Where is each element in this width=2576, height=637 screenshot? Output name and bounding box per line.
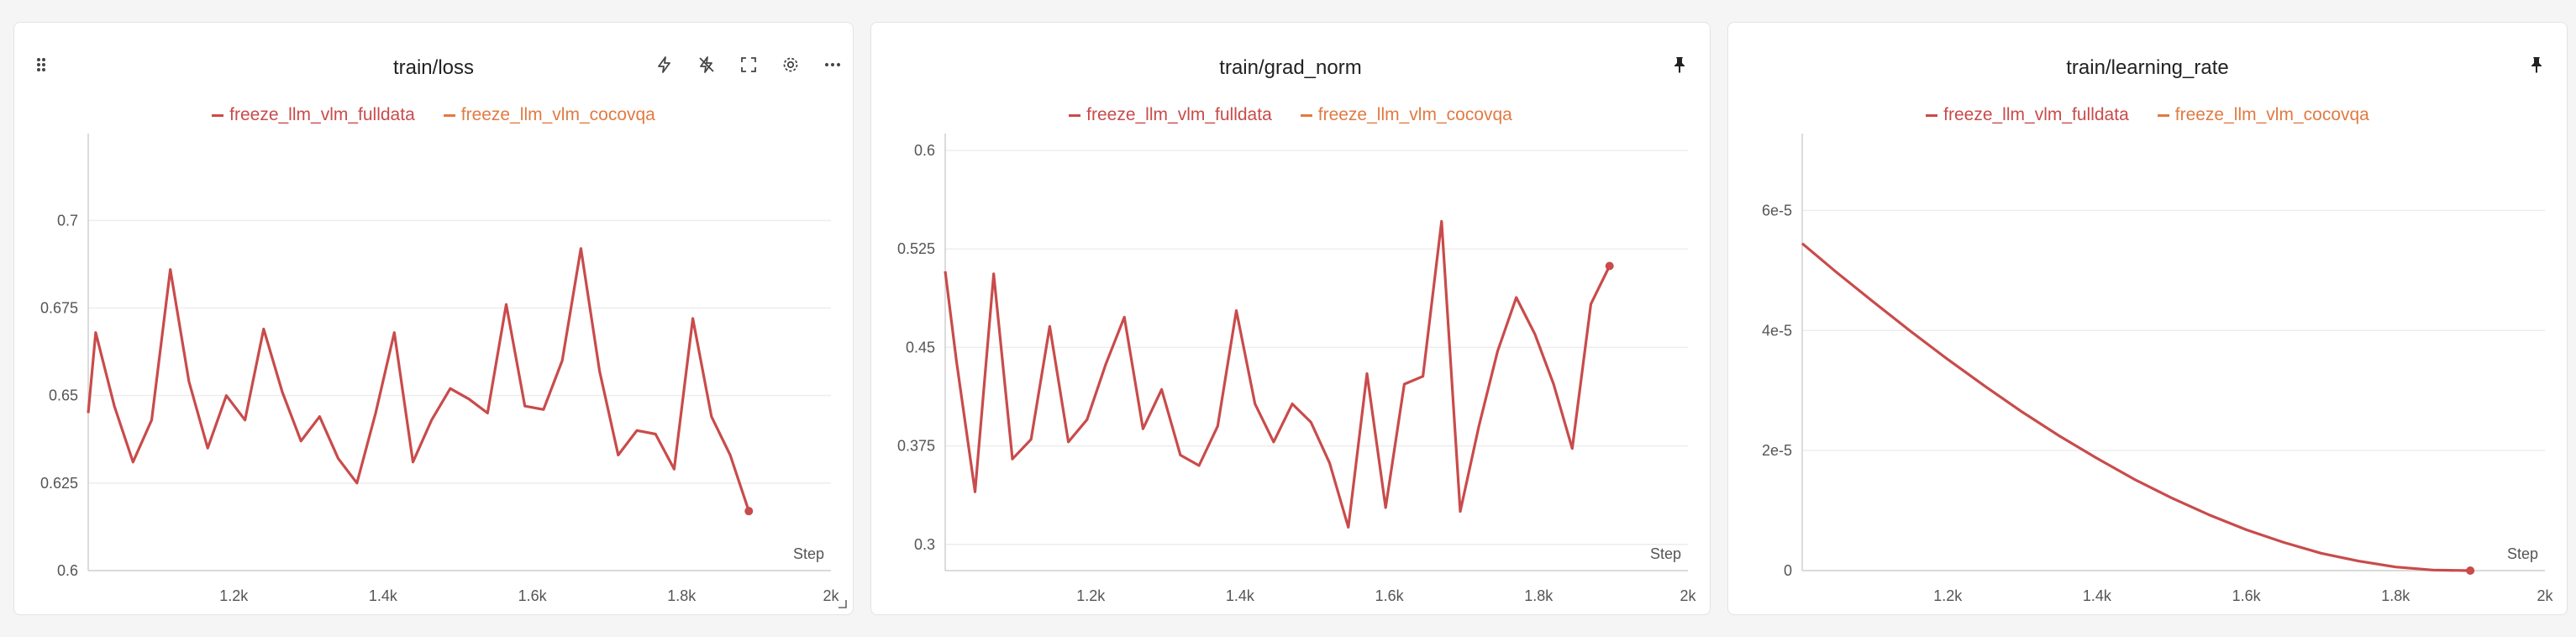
lightning-off-icon[interactable] [691, 50, 722, 80]
series-line-freeze_llm_vlm_fulldata[interactable] [87, 247, 750, 512]
y-tick-label: 0.3 [914, 536, 935, 553]
y-tick-label: 0.375 [897, 438, 935, 455]
x-tick-label: 1.2k [1076, 587, 1106, 604]
legend-label: freeze_llm_vlm_fulldata [1943, 105, 2129, 124]
x-tick-label: 1.2k [1933, 587, 1963, 604]
legend-item-fulldata[interactable]: freeze_llm_vlm_fulldata [212, 105, 415, 125]
legend-label: freeze_llm_vlm_cocovqa [1317, 105, 1512, 124]
legend-item-fulldata[interactable]: freeze_llm_vlm_fulldata [1069, 105, 1272, 125]
y-tick-label: 0.6 [57, 562, 78, 579]
chart-panel-train-learning-rate: train/learning_rate freeze_llm_vlm_fulld… [1727, 22, 2568, 615]
y-tick-label: 6e-5 [1762, 202, 1792, 218]
legend-label: freeze_llm_vlm_cocovqa [460, 105, 655, 124]
legend-item-fulldata[interactable]: freeze_llm_vlm_fulldata [1926, 105, 2129, 125]
x-tick-label: 1.2k [219, 587, 249, 604]
chart-legend: freeze_llm_vlm_fulldata freeze_llm_vlm_c… [1728, 105, 2567, 125]
x-tick-label: 1.4k [1226, 587, 1255, 604]
legend-swatch-fulldata [212, 113, 224, 117]
chart-title: train/learning_rate [2066, 56, 2229, 79]
x-tick-label: 1.4k [2083, 587, 2112, 604]
legend-item-cocovqa[interactable]: freeze_llm_vlm_cocovqa [443, 105, 655, 125]
y-tick-label: 0.65 [49, 387, 78, 404]
y-tick-label: 0.675 [40, 300, 78, 317]
legend-swatch-cocovqa [443, 113, 455, 117]
x-tick-label: 1.6k [2232, 587, 2262, 604]
series-end-point[interactable] [1605, 261, 1614, 271]
y-tick-label: 0.7 [57, 212, 78, 229]
resize-icon[interactable] [836, 598, 848, 609]
y-tick-label: 4e-5 [1762, 322, 1792, 339]
x-tick-label: 1.8k [667, 587, 697, 604]
chart-legend: freeze_llm_vlm_fulldata freeze_llm_vlm_c… [14, 105, 853, 125]
legend-label: freeze_llm_vlm_cocovqa [2174, 105, 2369, 124]
x-axis-title: Step [793, 545, 824, 562]
x-axis-title: Step [2507, 545, 2538, 562]
more-icon[interactable] [817, 50, 848, 80]
gear-icon[interactable] [775, 50, 806, 80]
chart-plot-area: 0.3 0.375 0.45 0.525 0.6 1.2k 1.4k 1.6k 1.8k 2k St… [897, 134, 1697, 604]
chart-plot-area: 0.6 0.625 0.65 0.675 0.7 1.2k 1.4k 1.6k 1.8k 2k St… [40, 134, 840, 604]
fullscreen-icon[interactable] [733, 50, 764, 80]
y-tick-label: 0.625 [40, 475, 78, 492]
y-tick-label: 0.45 [906, 339, 935, 355]
legend-item-cocovqa[interactable]: freeze_llm_vlm_cocovqa [1300, 105, 1512, 125]
legend-swatch-cocovqa [1300, 113, 1312, 117]
legend-swatch-cocovqa [2157, 113, 2169, 117]
series-line-freeze_llm_vlm_fulldata[interactable] [944, 219, 1611, 529]
legend-swatch-fulldata [1069, 113, 1081, 117]
chart-panel-train-grad-norm: train/grad_norm freeze_llm_vlm_fulldata … [870, 22, 1711, 615]
y-tick-label: 0.525 [897, 240, 935, 257]
x-tick-label: 2k [823, 587, 839, 604]
chart-title: train/loss [392, 56, 475, 79]
x-tick-label: 1.6k [518, 587, 548, 604]
series-end-point[interactable] [2466, 566, 2475, 575]
series-end-point[interactable] [744, 507, 754, 516]
chart-plot-area: 0 2e-5 4e-5 6e-5 1.2k 1.4k 1.6k 1.8k 2k Step [1762, 134, 2554, 604]
chart-title: train/grad_norm [1219, 56, 1362, 79]
lightning-icon[interactable] [649, 50, 680, 80]
y-tick-label: 0.6 [914, 142, 935, 159]
x-tick-label: 2k [2537, 587, 2553, 604]
drag-handle-icon[interactable] [26, 50, 56, 80]
x-tick-label: 1.6k [1375, 587, 1405, 604]
y-tick-label: 2e-5 [1762, 442, 1792, 459]
chart-panel-train-loss: train/loss freeze_llm_vlm_fulldata freez… [13, 22, 854, 615]
legend-swatch-fulldata [1926, 113, 1938, 117]
series-line-freeze_llm_vlm_fulldata[interactable] [1801, 242, 2471, 572]
y-tick-label: 0 [1784, 562, 1792, 579]
legend-item-cocovqa[interactable]: freeze_llm_vlm_cocovqa [2157, 105, 2369, 125]
pin-icon[interactable] [2521, 50, 2552, 80]
x-axis-title: Step [1650, 545, 1681, 562]
legend-label: freeze_llm_vlm_fulldata [1086, 105, 1272, 124]
chart-legend: freeze_llm_vlm_fulldata freeze_llm_vlm_c… [871, 105, 1710, 125]
x-tick-label: 1.8k [2381, 587, 2410, 604]
pin-icon[interactable] [1664, 50, 1695, 80]
x-tick-label: 1.8k [1524, 587, 1553, 604]
legend-label: freeze_llm_vlm_fulldata [229, 105, 415, 124]
x-tick-label: 2k [1680, 587, 1696, 604]
x-tick-label: 1.4k [369, 587, 398, 604]
